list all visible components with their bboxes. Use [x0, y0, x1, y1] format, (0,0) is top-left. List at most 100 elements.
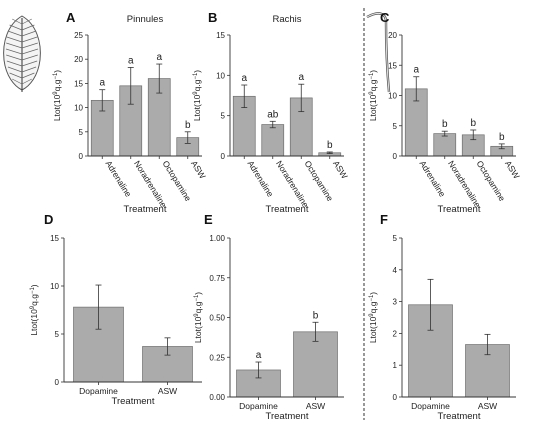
error-bar [269, 120, 276, 129]
error-bar [470, 129, 477, 141]
y-tick-label: 0.00 [209, 393, 225, 402]
y-tick-label: 5 [221, 112, 226, 121]
significance-letter: b [499, 132, 505, 143]
x-tick-label: Adrenaline [246, 159, 276, 199]
error-bar [255, 361, 262, 379]
significance-letter: a [156, 52, 162, 63]
significance-letter: b [313, 310, 319, 321]
y-tick-label: 0 [393, 152, 398, 161]
y-axis-title: Ltot(109q.g−1) [29, 284, 39, 335]
x-axis-title: Treatment [266, 204, 309, 215]
significance-letter: a [128, 55, 134, 66]
panel-letter: E [204, 212, 213, 227]
panel-title: Rachis [272, 14, 301, 25]
x-tick-label: ASW [306, 401, 325, 411]
y-tick-label: 0 [55, 378, 60, 387]
x-tick-label: Dopamine [239, 401, 278, 411]
x-axis-title: Treatment [112, 396, 155, 407]
y-tick-label: 15 [388, 61, 397, 70]
bar [261, 124, 285, 157]
x-axis-title: Treatment [124, 204, 167, 215]
x-axis-title: Treatment [438, 411, 481, 422]
significance-letter: b [185, 120, 191, 131]
x-tick-label: ASW [158, 386, 177, 396]
y-axis-title: Ltot(109q.g−1) [192, 70, 202, 121]
x-tick-label: Octopamine [303, 159, 336, 203]
y-tick-label: 0.50 [209, 314, 225, 323]
x-tick-label: Adrenaline [104, 159, 134, 199]
x-tick-label: ASW [331, 159, 350, 181]
error-bar [312, 321, 319, 342]
error-bar [127, 67, 134, 105]
y-tick-label: 0.75 [209, 274, 225, 283]
y-tick-label: 4 [393, 266, 398, 275]
significance-letter: b [327, 140, 333, 151]
rachis-stem-icon [366, 12, 391, 93]
y-tick-label: 20 [74, 55, 83, 64]
x-tick-label: Dopamine [79, 386, 118, 396]
significance-letter: b [470, 118, 476, 129]
bar [433, 133, 457, 157]
y-axis-title: Ltot(109q.g−1) [193, 292, 203, 343]
panel-letter: C [380, 10, 390, 25]
error-bar [427, 278, 434, 331]
panel-letter: B [208, 10, 217, 25]
significance-letter: ab [267, 109, 279, 120]
y-tick-label: 20 [388, 31, 397, 40]
y-tick-label: 5 [393, 122, 398, 131]
panel-letter: F [380, 212, 388, 227]
significance-letter: a [413, 65, 419, 76]
error-bar [413, 76, 420, 102]
y-tick-label: 2 [393, 329, 398, 338]
panel-letter: A [66, 10, 76, 25]
error-bar [164, 337, 171, 356]
x-tick-label: Octopamine [161, 159, 194, 203]
error-bar [441, 130, 448, 137]
error-bar [156, 63, 163, 94]
y-axis-title: Ltot(109q.g−1) [368, 70, 378, 121]
significance-letter: a [99, 78, 105, 89]
significance-letter: b [442, 119, 448, 130]
panel-e: Ea b 0.00 0.25 0.50 0.75 1.00 Dopamine ASWTreatm… [193, 212, 344, 422]
y-tick-label: 5 [79, 128, 84, 137]
y-tick-label: 0 [393, 393, 398, 402]
y-tick-label: 15 [74, 79, 83, 88]
y-tick-label: 0 [221, 152, 226, 161]
y-axis-title: Ltot(109q.g−1) [368, 292, 378, 343]
y-tick-label: 25 [74, 31, 83, 40]
y-tick-label: 0 [79, 152, 84, 161]
significance-letter: a [256, 350, 262, 361]
panel-title: Pinnules [127, 14, 164, 25]
error-bar [99, 89, 106, 112]
y-tick-label: 10 [50, 282, 59, 291]
x-tick-label: Adrenaline [418, 159, 448, 199]
error-bar [241, 84, 248, 108]
x-axis-title: Treatment [438, 204, 481, 215]
y-axis-title: Ltot(109q.g−1) [52, 70, 62, 121]
x-tick-label: Octopamine [475, 159, 508, 203]
x-tick-label: Dopamine [411, 401, 450, 411]
error-bar [498, 143, 505, 150]
panel-letter: D [44, 212, 53, 227]
y-tick-label: 1 [393, 361, 398, 370]
x-tick-label: ASW [503, 159, 522, 181]
pinnule-frond-icon [3, 15, 41, 92]
significance-letter: a [298, 72, 304, 83]
x-tick-label: ASW [478, 401, 497, 411]
panel-c: Cab bb05101520AdrenalineNoradrenalineOcto… [368, 10, 522, 215]
y-tick-label: 10 [74, 104, 83, 113]
y-tick-label: 15 [216, 31, 225, 40]
y-tick-label: 5 [55, 330, 60, 339]
error-bar [484, 333, 491, 356]
y-tick-label: 5 [393, 234, 398, 243]
y-tick-label: 10 [216, 71, 225, 80]
error-bar [184, 131, 191, 144]
x-tick-label: ASW [189, 159, 208, 181]
panel-b: B Rachisaabab051015AdrenalineNoradrenalin… [192, 10, 350, 215]
y-tick-label: 10 [388, 92, 397, 101]
y-tick-label: 15 [50, 234, 59, 243]
